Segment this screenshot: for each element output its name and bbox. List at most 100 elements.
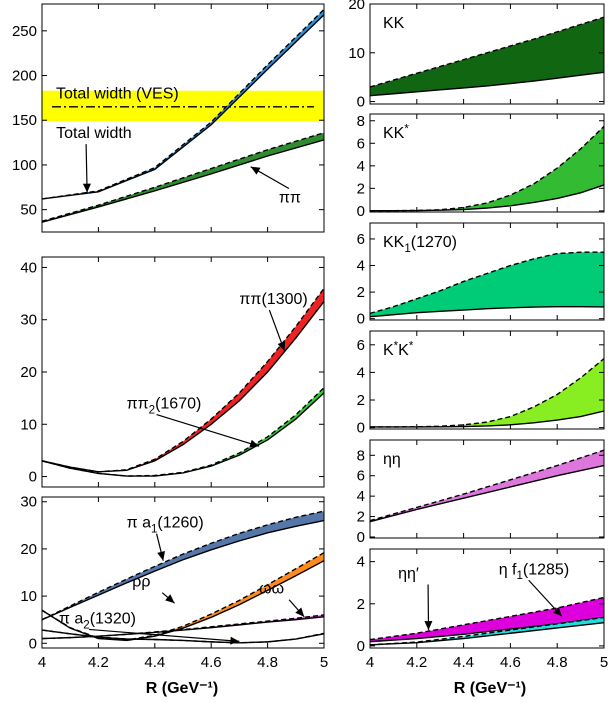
y-tick-label: 2 (357, 284, 365, 301)
annotation-arrowhead (295, 607, 305, 617)
x-tick-label: 4.6 (500, 654, 521, 671)
ves-band-label: Total width (VES) (56, 86, 179, 103)
y-tick-label: 0 (357, 311, 365, 328)
y-tick-label: 20 (348, 0, 365, 13)
y-tick-label: 10 (20, 416, 37, 433)
y-tick-label: 0 (357, 420, 365, 437)
annotation-arrowhead (552, 607, 562, 617)
y-tick-label: 2 (357, 392, 365, 409)
panel-r6: 0 2 4 4 4.2 4.4 4.6 4.8 5 ηη′ η f1​(1285) (357, 548, 608, 671)
panel-r4: 0 2 4 6 K*​K*​ (357, 330, 605, 437)
x-tick-label: 4.2 (88, 654, 109, 671)
panel-label: KK*​ (383, 123, 409, 142)
annotation-arrowhead (424, 621, 433, 631)
y-tick-label: 4 (357, 488, 365, 505)
series-1-upper-line (42, 387, 324, 477)
panel-p1: Total width (VES) 50 100 150 200 250 Total wid… (12, 3, 325, 233)
axes-frame (369, 113, 605, 213)
annotation-arrowhead (277, 341, 286, 352)
plot-area (370, 16, 604, 97)
x-tick-label: 4 (38, 654, 46, 671)
series-1-band (42, 132, 324, 223)
y-tick-label: 8 (357, 447, 365, 464)
panel-p2: 0 10 20 30 40 ππ(1300) ππ2​(1670) (20, 256, 325, 488)
series-0-upper-line (42, 287, 324, 473)
annotation-arrow (156, 414, 260, 447)
annotation-arrowhead (249, 439, 260, 448)
annotation-label: Total width (56, 125, 132, 142)
series-0-upper-line (42, 8, 324, 200)
x-axis-label-right: R (GeV⁻¹) (454, 680, 526, 697)
annotation-arrowhead (165, 594, 175, 604)
plot-area (42, 8, 324, 223)
panel-r5: 0 2 4 6 8 ηη (357, 439, 605, 546)
series-0-upper-line (370, 251, 604, 315)
plot-area (370, 125, 604, 212)
y-tick-label: 250 (12, 23, 37, 40)
plot-area (370, 596, 604, 646)
x-tick-label: 4.8 (257, 654, 278, 671)
series-1-lower-line (370, 622, 604, 646)
x-axis-label-left: R (GeV⁻¹) (146, 680, 218, 697)
x-tick-label: 4.4 (144, 654, 165, 671)
y-tick-label: 40 (20, 259, 37, 276)
annotation-label: π a1​(1260) (127, 515, 204, 536)
series-1-upper-line (370, 616, 604, 646)
plot-area (370, 449, 604, 523)
series-0-band (370, 126, 604, 211)
y-tick-label: 6 (357, 337, 365, 354)
panel-r3: 0 2 4 6 KK1​(1270) (357, 222, 605, 328)
y-tick-label: 0 (29, 635, 37, 652)
plot-area (370, 251, 604, 318)
y-tick-label: 2 (357, 596, 365, 613)
ves-band (42, 90, 324, 122)
series-0-upper-line (370, 16, 604, 88)
axes-frame (369, 222, 605, 321)
y-tick-label: 0 (357, 203, 365, 220)
panel-r2: 0 2 4 6 8 KK*​ (357, 113, 605, 220)
series-0-lower-line (42, 14, 324, 200)
y-tick-label: 4 (357, 364, 365, 381)
series-3-upper-line (42, 629, 324, 644)
y-tick-label: 30 (20, 494, 37, 511)
axes-frame (41, 496, 325, 649)
x-tick-label: 4.4 (453, 654, 474, 671)
y-tick-label: 50 (20, 202, 37, 219)
annotation-label: ρρ (132, 574, 150, 591)
series-2-upper-line (42, 614, 324, 640)
y-tick-label: 30 (20, 312, 37, 329)
y-tick-label: 150 (12, 112, 37, 129)
y-tick-label: 6 (357, 231, 365, 248)
panel-label: ηη (383, 451, 401, 468)
annotation-arrow (88, 628, 240, 642)
annotation-label: ηη′ (398, 565, 419, 582)
annotation-label: ππ(1300) (239, 291, 307, 308)
panel-label: KK1​(1270) (383, 234, 457, 255)
y-tick-label: 20 (20, 541, 37, 558)
y-tick-label: 0 (29, 469, 37, 486)
y-tick-label: 4 (357, 258, 365, 275)
series-0-band (370, 252, 604, 317)
plot-area (370, 358, 604, 428)
annotation-label: ππ2​(1670) (127, 396, 202, 417)
series-0-lower-line (370, 464, 604, 523)
panel-r1: 0 10 20 KK (348, 0, 605, 111)
annotation-arrowhead (250, 166, 261, 175)
y-tick-label: 10 (20, 588, 37, 605)
annotation-arrowhead (157, 551, 165, 561)
series-0-upper-line (42, 510, 324, 621)
panel-p3: 0 10 20 30 4 4.2 4.4 4.6 4.8 5 π a1​(1260) ρρ ωω π a2… (20, 494, 328, 671)
series-1-lower-line (42, 139, 324, 223)
y-tick-label: 8 (357, 113, 365, 130)
series-0-lower-line (370, 71, 604, 97)
annotation-label: π a2​(1320) (59, 610, 136, 631)
series-0-band (370, 358, 604, 427)
y-tick-label: 4 (357, 158, 365, 175)
axes-frame (369, 548, 605, 649)
y-tick-label: 0 (357, 529, 365, 546)
axes-frame (369, 330, 605, 430)
x-tick-label: 4.6 (201, 654, 222, 671)
annotation-label: η f1​(1285) (499, 561, 569, 582)
